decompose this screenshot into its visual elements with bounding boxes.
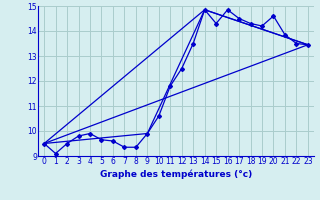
X-axis label: Graphe des températures (°c): Graphe des températures (°c) xyxy=(100,169,252,179)
